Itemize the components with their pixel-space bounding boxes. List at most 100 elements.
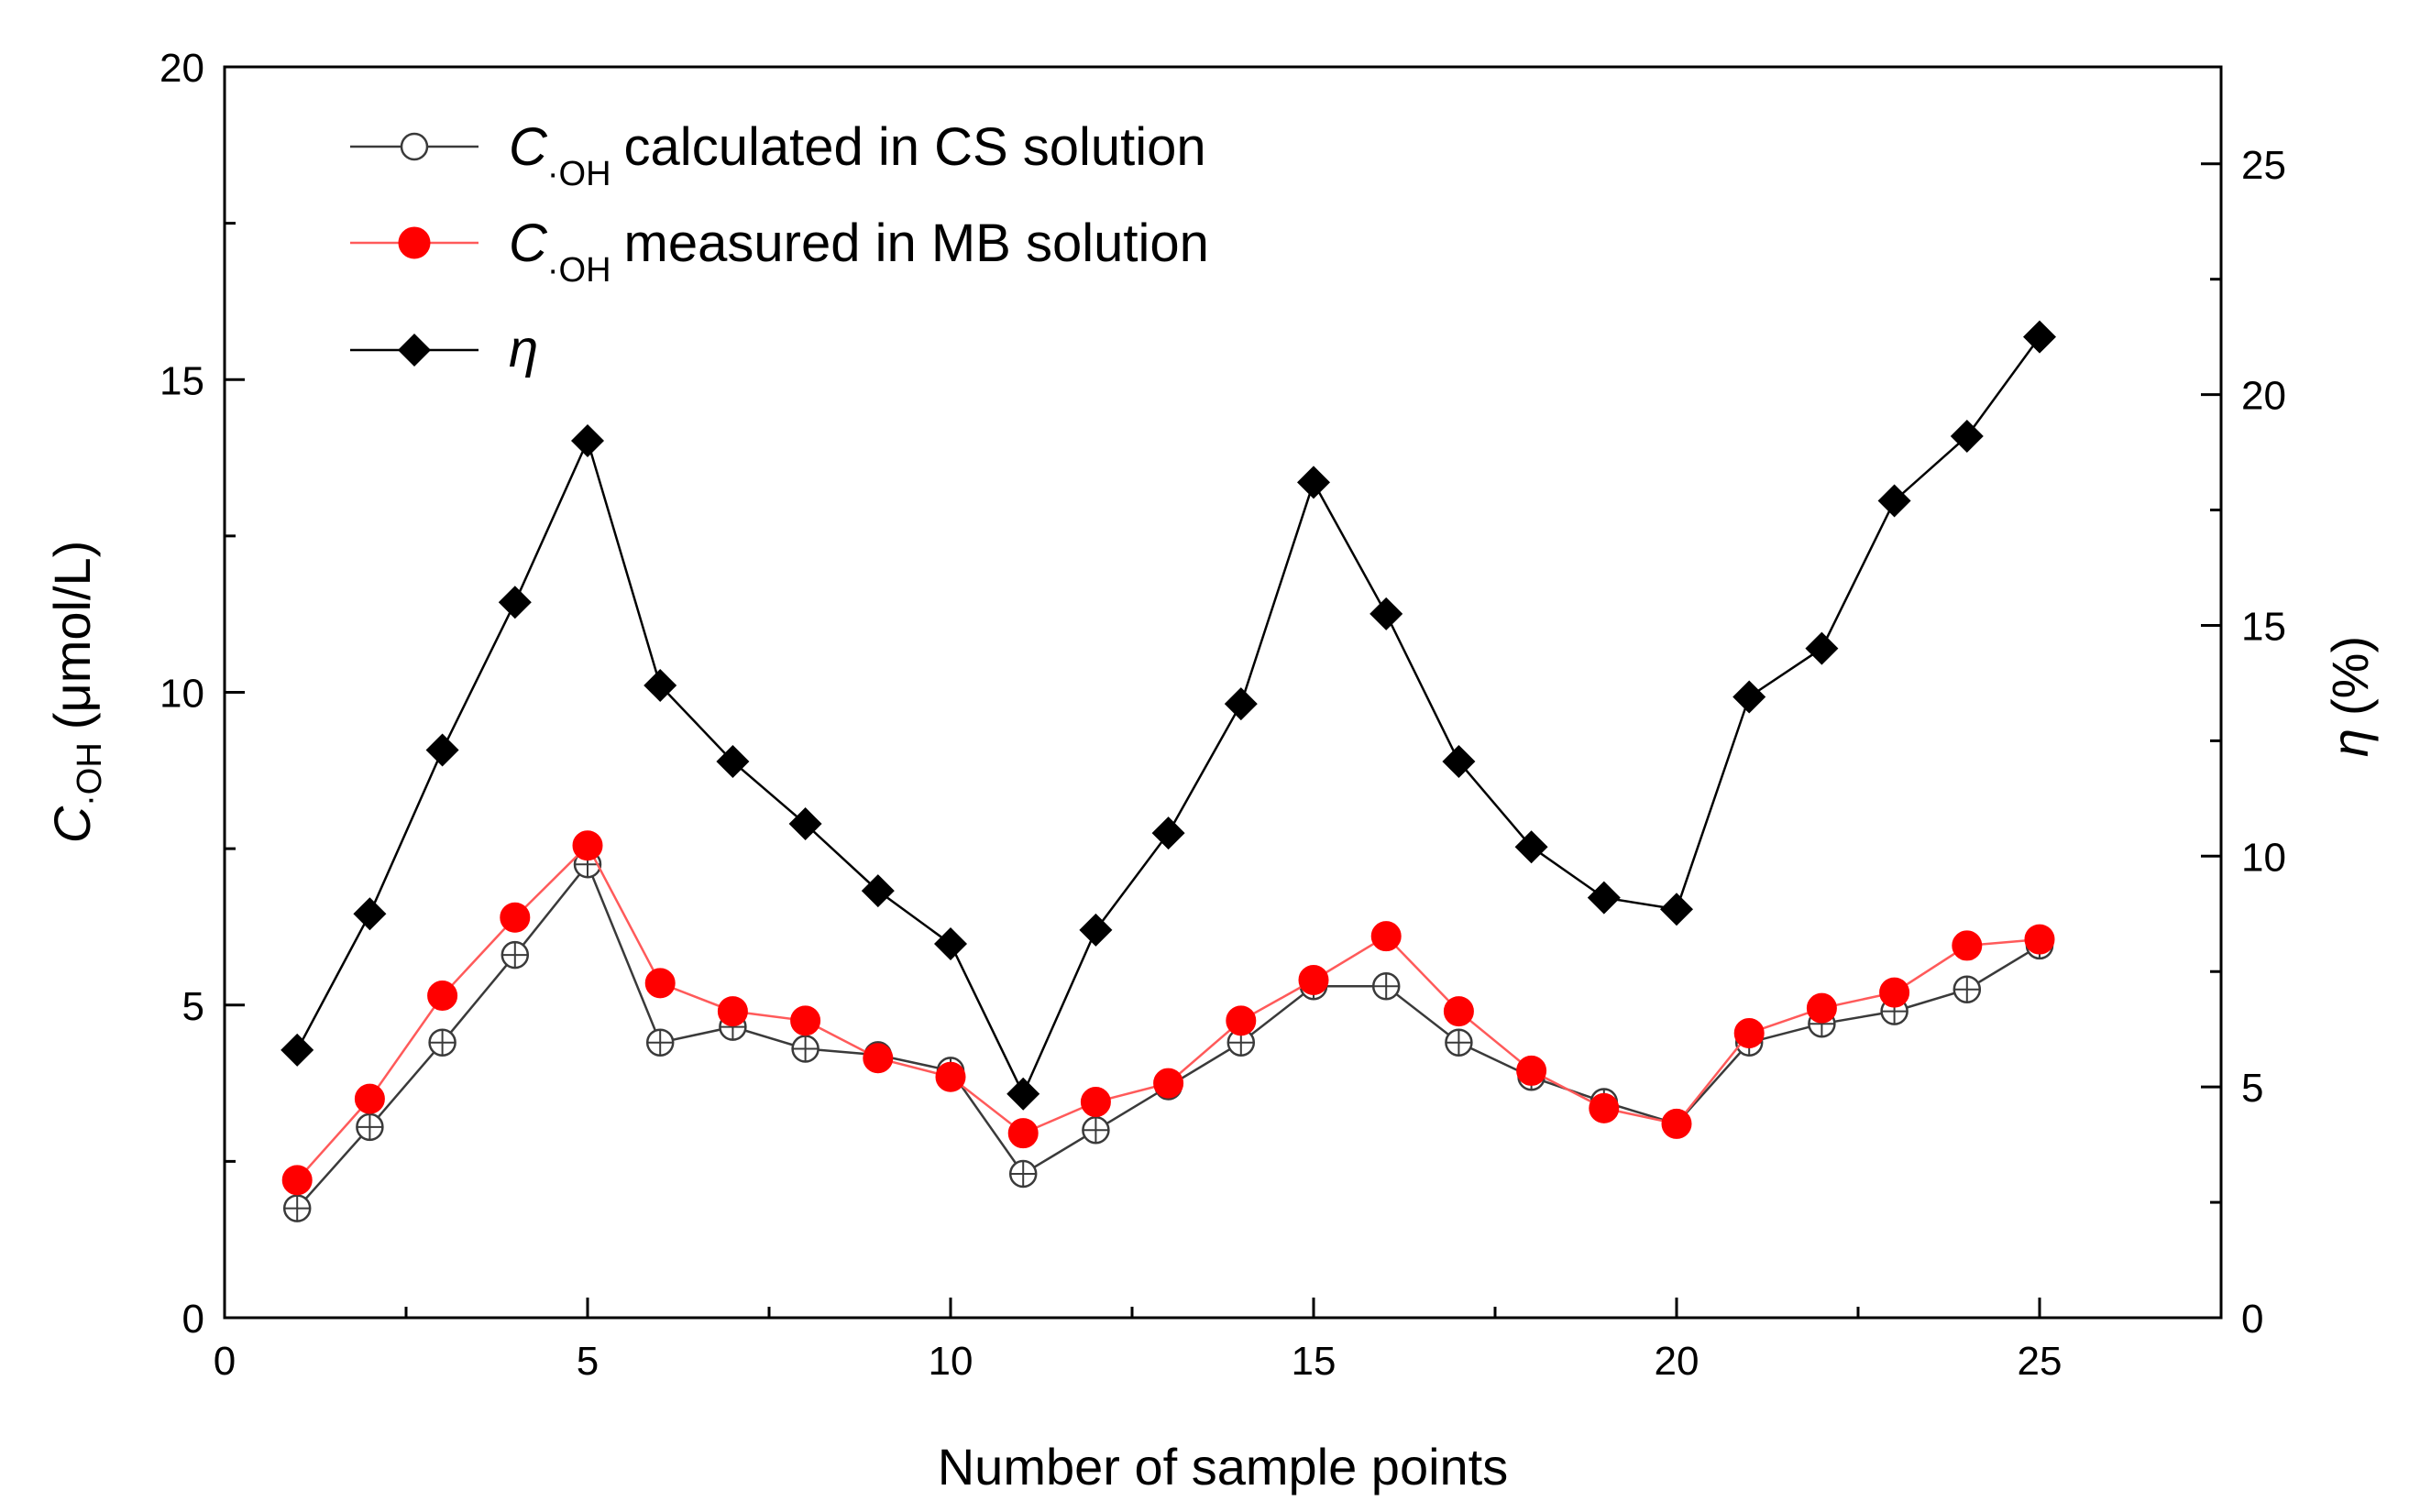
- x-tick-label: 10: [929, 1339, 974, 1384]
- data-point-measured: [1007, 1118, 1039, 1149]
- data-point-eta: [1732, 680, 1766, 714]
- series-calculated: [282, 849, 2054, 1222]
- data-point-measured: [1226, 1005, 1257, 1036]
- legend-calculated-rest: calculated in CS solution: [624, 117, 1206, 177]
- legend-text-eta: η: [509, 319, 538, 378]
- data-point-measured: [1661, 1108, 1692, 1139]
- data-point-measured: [500, 902, 531, 933]
- legend-calculated-main: C: [509, 117, 548, 177]
- data-point-eta: [788, 807, 822, 841]
- legend-marker-eta: [398, 334, 431, 367]
- y-left-tick-label: 0: [182, 1297, 204, 1342]
- y-right-tick-label: 20: [2241, 374, 2286, 419]
- legend-marker-measured: [398, 226, 431, 259]
- data-point-measured: [863, 1043, 894, 1074]
- data-point-measured: [935, 1061, 966, 1092]
- data-point-measured: [644, 968, 676, 999]
- data-point-eta: [571, 423, 604, 457]
- y-left-tick-label: 10: [160, 672, 204, 717]
- data-point-eta: [2023, 320, 2056, 354]
- data-point-measured: [281, 1165, 313, 1196]
- x-tick-label: 5: [577, 1339, 599, 1384]
- y-left-label-main: C: [43, 805, 101, 843]
- data-point-eta: [1370, 597, 1403, 630]
- data-point-measured: [1370, 921, 1402, 952]
- y-right-label-main: η: [2321, 729, 2379, 757]
- data-point-eta: [1151, 816, 1185, 850]
- data-point-measured: [572, 830, 603, 861]
- data-point-measured: [1080, 1087, 1111, 1118]
- data-point-eta: [1442, 745, 1476, 779]
- x-tick-label: 15: [1292, 1339, 1336, 1384]
- y-left-tick-label: 20: [160, 46, 204, 91]
- y-right-axis-ticks: 0 5 10 15 20 25: [2201, 143, 2286, 1342]
- data-point-measured: [1153, 1068, 1184, 1099]
- y-left-tick-label: 5: [182, 984, 204, 1029]
- x-axis-ticks: 0 5 10 15 20 25: [214, 1298, 2062, 1384]
- data-point-measured: [1589, 1092, 1620, 1123]
- data-point-eta: [1805, 631, 1839, 665]
- data-point-eta: [861, 874, 895, 908]
- y-right-tick-label: 15: [2241, 604, 2286, 649]
- y-right-tick-label: 25: [2241, 143, 2286, 188]
- y-right-tick-label: 5: [2241, 1066, 2263, 1111]
- y-left-tick-label: 15: [160, 358, 204, 403]
- data-point-eta: [1297, 466, 1330, 499]
- data-point-eta: [1079, 913, 1113, 947]
- y-right-axis-label: η (%): [2321, 636, 2379, 757]
- y-right-tick-label: 10: [2241, 835, 2286, 880]
- x-axis-label: Number of sample points: [938, 1438, 1509, 1496]
- data-point-eta: [1224, 687, 1258, 721]
- data-point-eta: [1950, 419, 1984, 453]
- data-point-measured: [790, 1005, 821, 1036]
- y-right-tick-label: 0: [2241, 1297, 2263, 1342]
- data-point-measured: [2024, 924, 2055, 955]
- data-point-eta: [1660, 893, 1693, 926]
- data-point-eta: [1587, 881, 1621, 915]
- series-measured: [281, 830, 2055, 1196]
- y-right-label-unit: (%): [2321, 636, 2379, 716]
- data-point-measured: [1298, 964, 1329, 995]
- data-point-measured: [1952, 930, 1983, 961]
- legend-item-calculated: C·OH calculated in CS solution: [350, 117, 1206, 193]
- data-point-eta: [1877, 484, 1911, 518]
- data-point-eta: [1006, 1077, 1040, 1111]
- legend-text-calculated: C·OH calculated in CS solution: [509, 117, 1206, 193]
- data-point-eta: [716, 745, 750, 779]
- data-point-eta: [1514, 830, 1548, 864]
- legend-item-eta: η: [350, 319, 538, 378]
- data-point-measured: [427, 981, 458, 1012]
- series-line-measured: [296, 843, 2040, 1181]
- y-left-label-sub: ·OH: [71, 742, 109, 806]
- legend-marker-calculated: [400, 132, 429, 161]
- series-layer: [280, 320, 2056, 1222]
- x-tick-label: 0: [214, 1339, 236, 1384]
- x-tick-label: 20: [1655, 1339, 1700, 1384]
- legend-calculated-sub: ·OH: [547, 155, 611, 193]
- y-left-axis-label: C·OH (μmol/L): [43, 541, 109, 844]
- series-line-eta: [296, 335, 2041, 1097]
- x-tick-label: 25: [2018, 1339, 2062, 1384]
- legend-measured-sub: ·OH: [547, 251, 611, 290]
- data-point-measured: [1879, 977, 1910, 1008]
- data-point-eta: [280, 1033, 314, 1067]
- data-point-measured: [1806, 992, 1837, 1024]
- y-left-label-unit: (μmol/L): [43, 541, 101, 730]
- series-line-calculated: [296, 861, 2040, 1210]
- legend-measured-rest: measured in MB solution: [624, 214, 1209, 273]
- legend: C·OH calculated in CS solution C·OH measur…: [350, 117, 1209, 378]
- data-point-measured: [717, 996, 748, 1027]
- y-left-axis-ticks: 0 5 10 15 20: [160, 46, 245, 1342]
- data-point-measured: [1443, 996, 1474, 1027]
- data-point-eta: [934, 927, 967, 961]
- data-point-measured: [1733, 1017, 1765, 1048]
- data-point-eta: [425, 733, 459, 767]
- data-point-eta: [644, 668, 677, 702]
- data-point-eta: [498, 586, 532, 619]
- legend-text-measured: C·OH measured in MB solution: [509, 214, 1209, 290]
- series-eta: [280, 320, 2056, 1111]
- data-point-eta: [353, 897, 387, 931]
- data-point-measured: [1516, 1055, 1547, 1086]
- legend-measured-main: C: [509, 214, 548, 273]
